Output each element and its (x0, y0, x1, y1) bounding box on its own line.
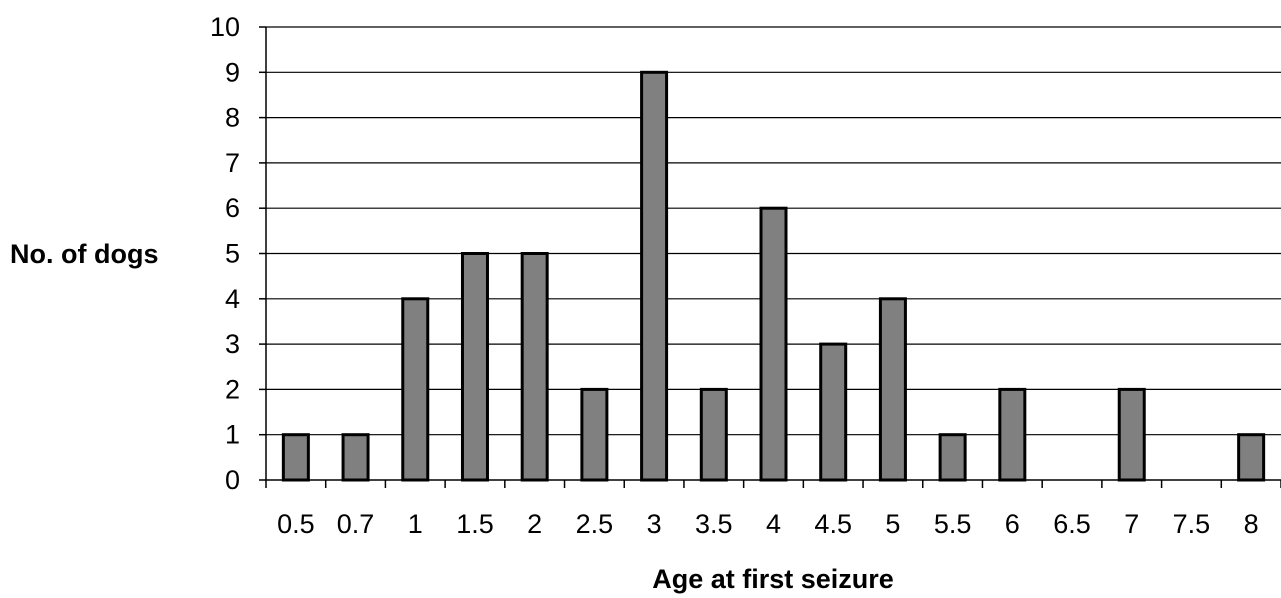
bar-5.5 (938, 433, 967, 482)
bar-4.5 (819, 342, 848, 482)
x-tick-label: 6.5 (1053, 509, 1091, 539)
x-tick-label: 2.5 (576, 509, 614, 539)
y-tick-label: 10 (210, 12, 240, 42)
bars (281, 70, 1266, 482)
y-tick-label: 9 (225, 57, 240, 87)
bar-8 (1237, 433, 1266, 482)
y-tick-label: 0 (225, 465, 240, 495)
bar-4 (759, 206, 788, 482)
y-tick-label: 5 (225, 239, 240, 269)
x-tick-label: 3 (647, 509, 662, 539)
x-tick-label: 7.5 (1173, 509, 1211, 539)
axes (259, 26, 1281, 488)
x-tick-label: 8 (1244, 509, 1259, 539)
x-tick-label: 5.5 (934, 509, 972, 539)
x-tick-label: 5 (885, 509, 900, 539)
bar-5 (878, 297, 907, 482)
x-tick-label: 4 (766, 509, 781, 539)
x-tick-label: 6 (1005, 509, 1020, 539)
bar-3.5 (699, 387, 728, 482)
x-tick-label: 0.5 (277, 509, 315, 539)
bar-2.5 (580, 387, 609, 482)
y-axis-title: No. of dogs (10, 239, 158, 269)
y-tick-label: 6 (225, 193, 240, 223)
bar-0.7 (341, 433, 370, 482)
x-tick-label: 7 (1124, 509, 1139, 539)
x-tick-labels: 0.5 0.7 1 1.5 2 2.5 3 3.5 4 4.5 5 5.5 6 6.5 7 7.5 8 (277, 509, 1259, 539)
bar-3 (640, 70, 669, 482)
y-tick-label: 8 (225, 103, 240, 133)
bar-7 (1117, 387, 1146, 482)
x-axis-title: Age at first seizure (652, 564, 894, 594)
y-tick-label: 4 (225, 284, 240, 314)
y-tick-labels: 0 1 2 3 4 5 6 7 8 9 10 (210, 12, 240, 495)
bar-1.5 (460, 252, 489, 482)
x-tick-label: 3.5 (695, 509, 733, 539)
bar-6 (998, 387, 1027, 482)
x-tick-label: 2 (527, 509, 542, 539)
bar-1 (401, 297, 430, 482)
x-tick-label: 1 (408, 509, 423, 539)
x-tick-label: 1.5 (456, 509, 494, 539)
x-tick-label: 4.5 (814, 509, 852, 539)
bar-2 (520, 252, 549, 482)
y-tick-label: 1 (225, 420, 240, 450)
y-tick-label: 3 (225, 329, 240, 359)
y-tick-label: 2 (225, 374, 240, 404)
x-tick-label: 0.7 (337, 509, 375, 539)
bar-0.5 (281, 433, 310, 482)
y-tick-label: 7 (225, 148, 240, 178)
